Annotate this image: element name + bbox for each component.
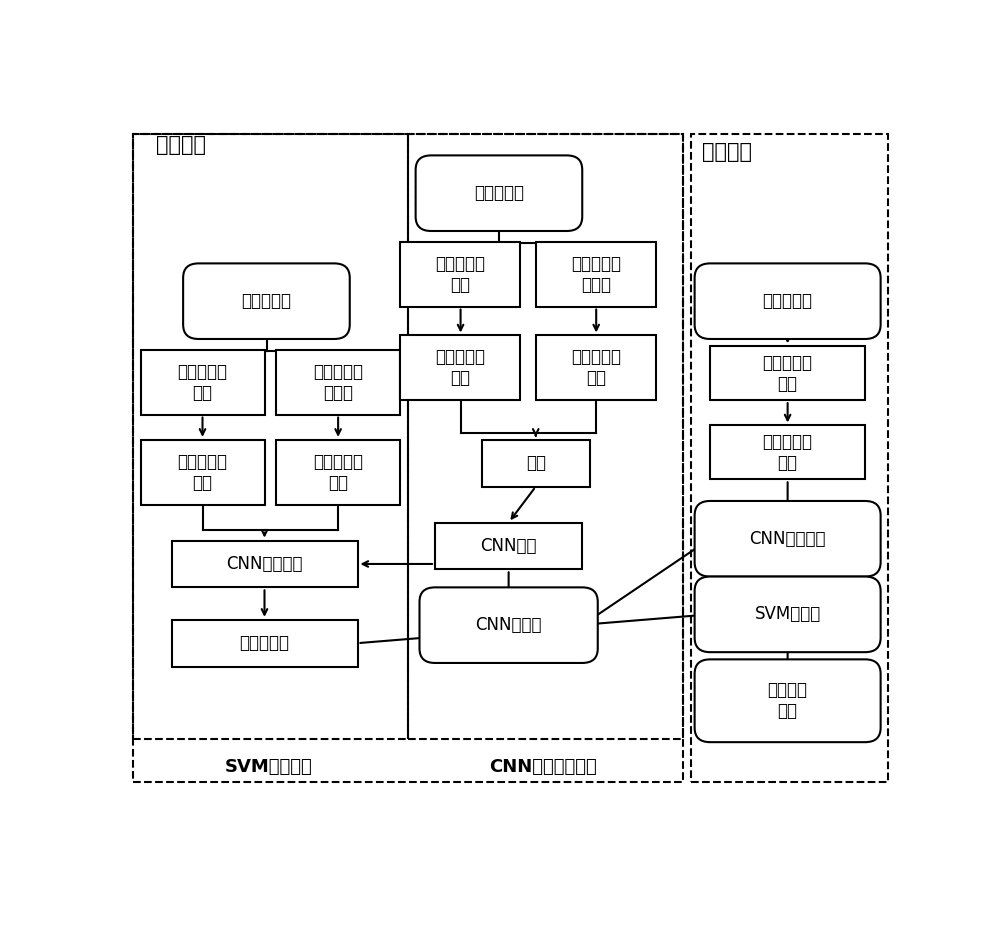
Text: SVM训练阶段: SVM训练阶段	[224, 758, 312, 776]
Text: 分类器训练: 分类器训练	[240, 634, 290, 653]
FancyBboxPatch shape	[695, 659, 881, 742]
Text: 聚类: 聚类	[526, 454, 546, 472]
Text: 随机采样负
样本: 随机采样负 样本	[178, 363, 228, 401]
FancyBboxPatch shape	[536, 336, 656, 400]
Text: SVM分类器: SVM分类器	[755, 605, 821, 624]
Text: CNN网络组: CNN网络组	[475, 616, 542, 634]
Text: CNN特征提取: CNN特征提取	[226, 555, 303, 573]
Text: 感兴趣区域
提取: 感兴趣区域 提取	[763, 353, 813, 393]
Text: 滑动提取图
像块: 滑动提取图 像块	[435, 349, 485, 387]
Text: 训练模块: 训练模块	[156, 135, 206, 154]
Text: 滑动提取图
像块: 滑动提取图 像块	[178, 453, 228, 492]
Text: 提取标注的
正样本: 提取标注的 正样本	[313, 363, 363, 401]
Text: 滑动提取图
像块: 滑动提取图 像块	[571, 349, 621, 387]
FancyBboxPatch shape	[172, 540, 358, 587]
FancyBboxPatch shape	[140, 439, 264, 505]
Text: 行人检测
结果: 行人检测 结果	[768, 682, 808, 720]
FancyBboxPatch shape	[172, 620, 358, 667]
Text: 检测模块: 检测模块	[702, 142, 752, 162]
Text: 随机采样负
样本: 随机采样负 样本	[435, 255, 485, 294]
FancyBboxPatch shape	[276, 439, 400, 505]
FancyBboxPatch shape	[183, 264, 350, 339]
Text: 训练集图片: 训练集图片	[241, 292, 291, 310]
FancyBboxPatch shape	[435, 523, 582, 569]
FancyBboxPatch shape	[416, 155, 582, 231]
FancyBboxPatch shape	[695, 577, 881, 653]
FancyBboxPatch shape	[695, 264, 881, 339]
Text: CNN训练: CNN训练	[480, 537, 537, 555]
Text: 训练集图片: 训练集图片	[474, 184, 524, 202]
Text: 滑动提取图
像块: 滑动提取图 像块	[313, 453, 363, 492]
FancyBboxPatch shape	[400, 242, 520, 307]
FancyBboxPatch shape	[140, 350, 264, 414]
FancyBboxPatch shape	[536, 242, 656, 307]
FancyBboxPatch shape	[420, 587, 598, 663]
Text: CNN网络训练阶段: CNN网络训练阶段	[490, 758, 597, 776]
Text: CNN特征提取: CNN特征提取	[749, 530, 826, 548]
FancyBboxPatch shape	[710, 346, 865, 400]
FancyBboxPatch shape	[400, 336, 520, 400]
FancyBboxPatch shape	[710, 425, 865, 480]
Text: 滑动提取图
像块: 滑动提取图 像块	[763, 433, 813, 472]
Text: 提取标注的
正样本: 提取标注的 正样本	[571, 255, 621, 294]
FancyBboxPatch shape	[482, 439, 590, 486]
Text: 测试集图片: 测试集图片	[763, 292, 813, 310]
FancyBboxPatch shape	[695, 501, 881, 577]
FancyBboxPatch shape	[276, 350, 400, 414]
